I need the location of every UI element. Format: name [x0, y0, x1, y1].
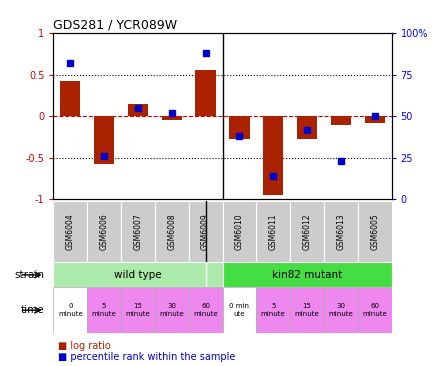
Bar	[60, 81, 81, 116]
Text: 15
minute: 15 minute	[125, 303, 150, 317]
Bar	[358, 201, 392, 262]
Text: time: time	[21, 305, 44, 315]
Bar	[155, 287, 189, 333]
Text: 0 min
ute: 0 min ute	[230, 303, 249, 317]
Bar	[222, 287, 256, 333]
Bar	[297, 116, 317, 139]
Text: ■ percentile rank within the sample: ■ percentile rank within the sample	[58, 352, 235, 362]
Text: GSM6004: GSM6004	[66, 213, 75, 250]
Bar	[53, 262, 222, 287]
Bar	[290, 201, 324, 262]
Bar	[162, 116, 182, 120]
Bar	[331, 116, 351, 124]
Bar	[53, 201, 87, 262]
Text: 30
minute: 30 minute	[328, 303, 353, 317]
Bar	[324, 287, 358, 333]
Bar	[121, 201, 155, 262]
Bar	[87, 287, 121, 333]
Text: GSM6011: GSM6011	[269, 213, 278, 250]
Bar	[256, 287, 290, 333]
Text: 5
minute: 5 minute	[92, 303, 117, 317]
Bar	[189, 201, 222, 262]
Text: 0
minute: 0 minute	[58, 303, 83, 317]
Text: GDS281 / YCR089W: GDS281 / YCR089W	[53, 19, 178, 32]
Bar	[189, 287, 222, 333]
Bar	[229, 116, 250, 139]
Bar	[121, 287, 155, 333]
Bar	[290, 287, 324, 333]
Text: GSM6010: GSM6010	[235, 213, 244, 250]
Bar	[263, 116, 283, 195]
Text: strain: strain	[15, 270, 44, 280]
Text: 15
minute: 15 minute	[295, 303, 320, 317]
Text: GSM6012: GSM6012	[303, 213, 312, 250]
Text: GSM6005: GSM6005	[370, 213, 379, 250]
Bar	[155, 201, 189, 262]
Bar	[222, 201, 256, 262]
Bar	[358, 287, 392, 333]
Text: 60
minute: 60 minute	[193, 303, 218, 317]
Text: 60
minute: 60 minute	[362, 303, 387, 317]
Bar	[256, 201, 290, 262]
Text: GSM6013: GSM6013	[336, 213, 345, 250]
Bar	[87, 201, 121, 262]
Bar	[94, 116, 114, 164]
Bar	[364, 116, 385, 123]
Text: 5
minute: 5 minute	[261, 303, 286, 317]
Bar	[324, 201, 358, 262]
Text: ■ log ratio: ■ log ratio	[58, 341, 111, 351]
Text: GSM6009: GSM6009	[201, 213, 210, 250]
Text: kin82 mutant: kin82 mutant	[272, 270, 342, 280]
Text: GSM6006: GSM6006	[100, 213, 109, 250]
Bar	[195, 70, 216, 116]
Text: GSM6007: GSM6007	[134, 213, 142, 250]
Bar	[128, 104, 148, 116]
Bar	[53, 287, 87, 333]
Text: wild type: wild type	[114, 270, 162, 280]
Text: 30
minute: 30 minute	[159, 303, 184, 317]
Text: GSM6008: GSM6008	[167, 213, 176, 250]
Bar	[222, 262, 392, 287]
